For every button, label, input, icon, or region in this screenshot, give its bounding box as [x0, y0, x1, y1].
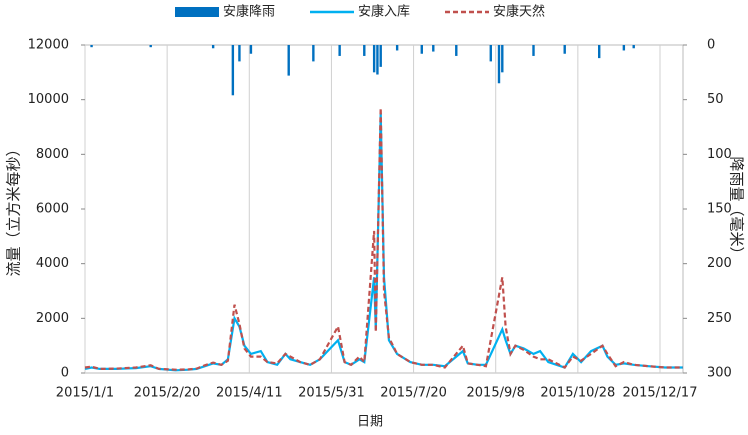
x-tick-label: 2015/5/31: [298, 386, 365, 401]
rain-bar: [90, 45, 93, 48]
y-tick-label: 0: [61, 366, 69, 381]
x-tick-label: 2015/2/20: [134, 386, 201, 401]
y-tick-label: 10000: [28, 92, 69, 107]
legend-label: 安康降雨: [223, 4, 275, 20]
rain-bar: [312, 45, 315, 62]
rain-bar: [501, 45, 504, 73]
plot-frame: [84, 44, 684, 374]
y-tick-label: 6000: [36, 202, 69, 217]
rain-bar: [372, 45, 376, 73]
rain-bar: [149, 45, 152, 48]
y2-tick-label: 200: [707, 256, 732, 271]
rain-bar: [363, 45, 366, 56]
x-tick-label: 2015/7/20: [380, 386, 447, 401]
rain-bar: [287, 45, 290, 76]
y-tick-label: 2000: [36, 311, 69, 326]
x-tick-label: 2015/12/17: [623, 386, 698, 401]
x-axis-label: 日期: [357, 415, 383, 430]
x-tick-label: 2015/4/11: [216, 386, 283, 401]
y2-tick-label: 100: [707, 147, 732, 162]
x-tick-label: 2015/10/28: [540, 386, 615, 401]
rain-bar: [249, 45, 253, 54]
legend-label: 安康天然: [493, 4, 545, 20]
legend-swatch: [175, 7, 219, 17]
y2-tick-label: 50: [707, 92, 724, 107]
rain-bar: [532, 45, 535, 56]
x-tick-label: 2015/9/8: [467, 386, 525, 401]
y2-tick-label: 0: [707, 38, 715, 53]
rain-bar: [379, 45, 382, 67]
rain-bar: [432, 45, 435, 52]
legend-label: 安康入库: [358, 4, 410, 20]
rain-bar: [632, 45, 635, 49]
rain-bar: [497, 45, 501, 84]
y-tick-label: 12000: [28, 38, 69, 53]
y2-tick-label: 250: [707, 311, 732, 326]
rain-bar: [598, 45, 601, 59]
rain-bar: [489, 45, 492, 62]
y2-tick-label: 150: [707, 202, 732, 217]
y-axis-label: 流量（立方米每秒）: [5, 141, 23, 276]
flow-line: [84, 107, 683, 371]
x-tick-label: 2015/1/1: [56, 386, 114, 401]
rain-bar: [622, 45, 626, 51]
y2-tick-label: 300: [707, 366, 732, 381]
rain-bar: [455, 45, 458, 56]
rain-bar: [338, 45, 341, 56]
y-tick-label: 8000: [36, 147, 69, 162]
rain-bar: [563, 45, 566, 54]
rain-bar: [211, 45, 215, 49]
rain-bar: [231, 45, 235, 96]
rain-bar: [238, 45, 241, 62]
rain-bar: [376, 45, 379, 75]
y2-axis-label: 降雨量（毫米）: [728, 156, 746, 261]
rain-bar: [420, 45, 423, 54]
rain-bar: [395, 45, 399, 51]
y-tick-label: 4000: [36, 256, 69, 271]
